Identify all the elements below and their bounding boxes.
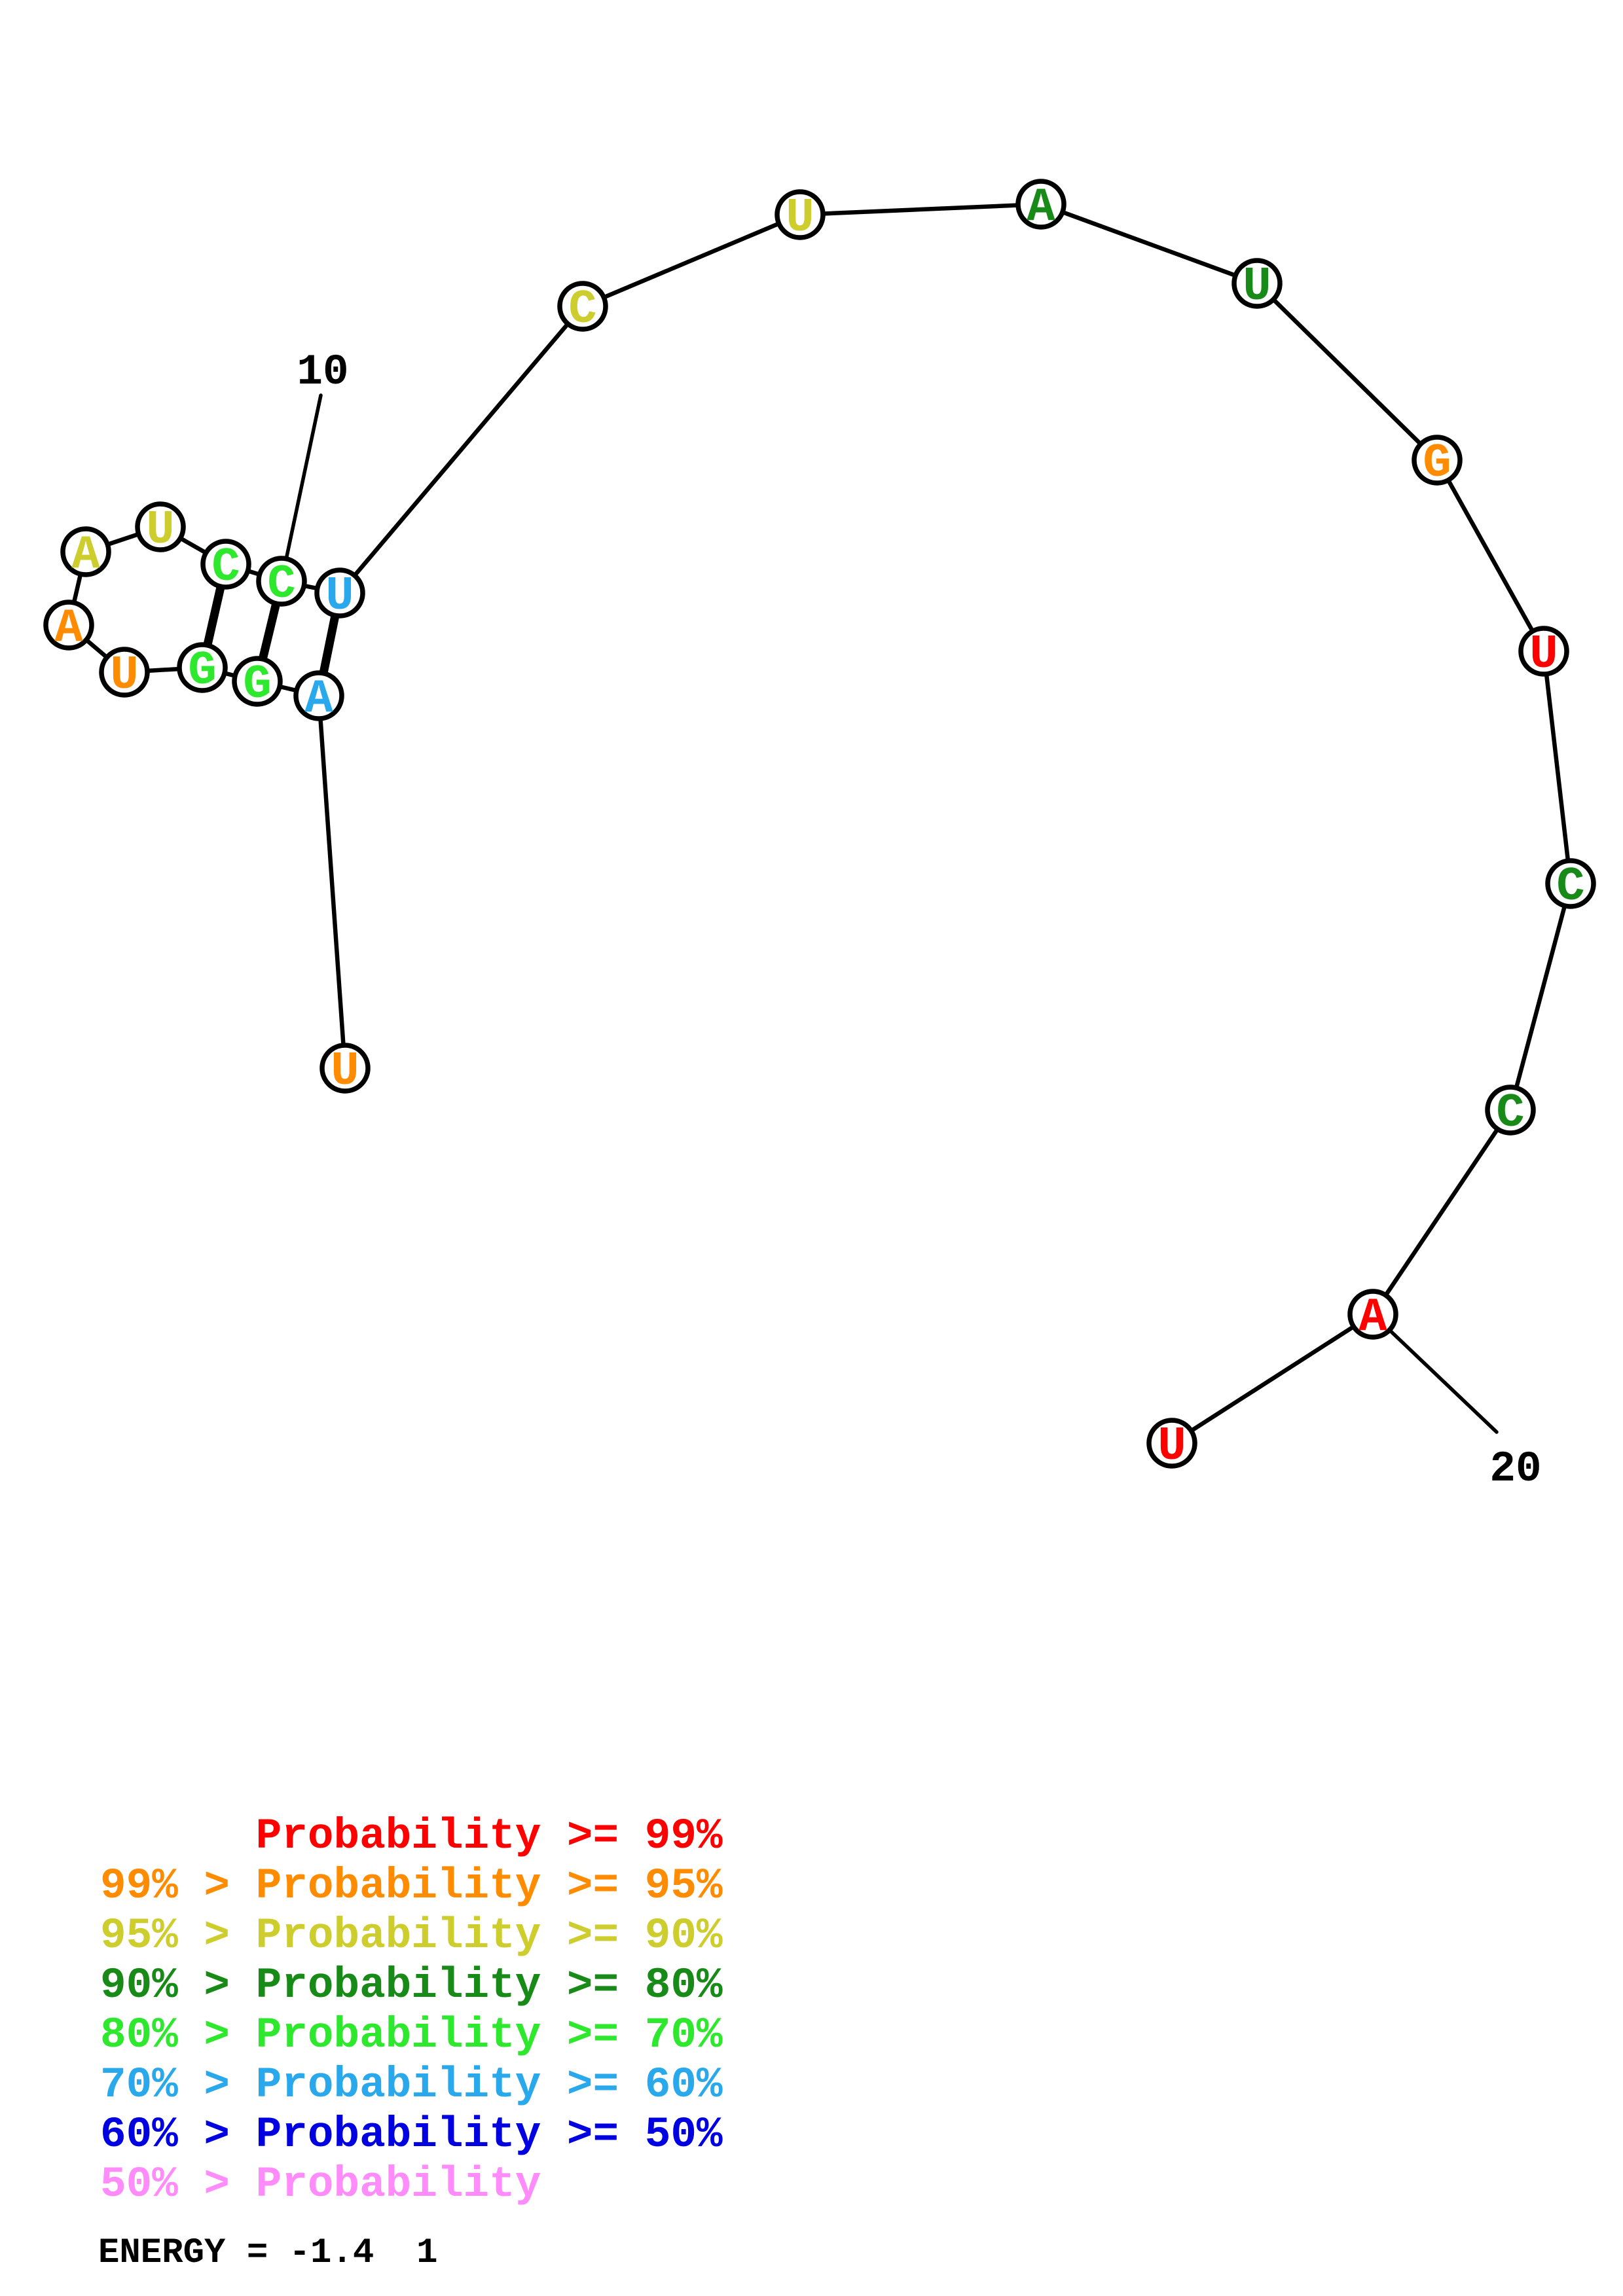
nucleotide-node: A (1347, 1289, 1398, 1344)
backbone-line (337, 304, 585, 596)
nucleotide-node: C (200, 539, 251, 594)
backbone-line (1508, 881, 1573, 1113)
probability-legend: Probability >= 99% 99% > Probability >= 9… (100, 1812, 723, 2210)
sequence-number-label: 10 (297, 348, 348, 397)
nucleotide-letter: C (211, 541, 240, 594)
nucleotide-circle (200, 539, 251, 590)
legend-row: 70% > Probability >= 60% (100, 2060, 723, 2109)
backbone-line (1434, 457, 1546, 654)
nucleotide-node: U (775, 189, 826, 245)
energy-label: ENERGY = -1.4 1 (98, 2233, 438, 2273)
nucleotide-circle (1347, 1289, 1398, 1340)
nucleotide-letter: G (188, 644, 216, 698)
nucleotide-node: U (319, 1043, 371, 1098)
nucleotide-circle (1412, 435, 1463, 486)
nucleotide-circle (775, 189, 826, 240)
backbone-line (1169, 1312, 1376, 1446)
legend-row: 50% > Probability (100, 2160, 541, 2209)
nucleotide-circle (314, 567, 365, 619)
nucleotide-letter: G (1423, 437, 1451, 490)
nucleotide-circle (319, 1043, 371, 1094)
sequence-number-label: 20 (1489, 1444, 1541, 1494)
backbone-line (316, 693, 348, 1071)
nucleotide-node: G (177, 642, 228, 698)
nucleotide-circle (256, 556, 307, 607)
nucleotide-circle (1231, 258, 1283, 309)
nucleotide-circle (557, 281, 608, 332)
nucleotide-letter: U (110, 649, 138, 702)
nucleotide-node: U (1231, 258, 1283, 314)
nucleotide-node: G (232, 656, 283, 711)
nucleotide-letter: A (1359, 1291, 1387, 1344)
nucleotide-node: U (1146, 1418, 1197, 1473)
nucleotide-node: U (314, 567, 365, 623)
nucleotide-circle (293, 670, 344, 721)
nucleotide-letter: G (243, 658, 271, 711)
legend-row: 60% > Probability >= 50% (100, 2110, 723, 2159)
number-pointers (280, 393, 1499, 1434)
nucleotide-letter: U (1158, 1420, 1186, 1473)
nucleotide-letter: C (568, 283, 596, 336)
nucleotide-circle (1015, 179, 1067, 230)
nucleotide-circle (43, 600, 94, 651)
backbone-line (1370, 1107, 1513, 1317)
nucleotide-node: A (60, 526, 111, 582)
legend-row: 95% > Probability >= 90% (100, 1911, 723, 1960)
nucleotide-node: C (1485, 1085, 1536, 1140)
nucleotide-circle (1485, 1085, 1536, 1136)
nucleotide-circle (232, 656, 283, 707)
nucleotide-letter: U (1529, 628, 1558, 681)
nucleotide-letter: U (786, 191, 814, 245)
nucleotide-letter: C (1556, 860, 1584, 914)
nucleotide-circle (1518, 626, 1569, 677)
nucleotide-circle (135, 501, 186, 552)
backbone-line (1254, 281, 1440, 463)
legend-row: 90% > Probability >= 80% (100, 1961, 723, 2010)
nucleotide-letter: A (71, 528, 100, 582)
number-pointer-line (280, 393, 323, 583)
nucleotide-circle (60, 526, 111, 577)
backbone-line (580, 212, 803, 309)
backbone-line (1541, 649, 1573, 886)
backbone-edges (66, 202, 1573, 1446)
backbone-line (1038, 202, 1260, 286)
nucleotide-letter: C (267, 558, 295, 611)
nucleotide-node: U (99, 647, 150, 702)
nucleotide-node: U (135, 501, 186, 557)
nucleotide-node: G (1412, 435, 1463, 490)
nucleotide-letter: A (54, 601, 83, 655)
legend-row: 80% > Probability >= 70% (100, 2011, 723, 2060)
nucleotide-node: A (43, 600, 94, 655)
nucleotide-letter: U (331, 1045, 359, 1098)
nucleotide-letter: A (304, 672, 333, 726)
nucleotide-letter: A (1027, 181, 1055, 234)
nucleotide-node: C (256, 556, 307, 611)
nucleotide-circle (1545, 858, 1596, 909)
backbone-line (797, 202, 1044, 217)
nucleotide-node: U (1518, 626, 1569, 681)
nucleotide-node: C (1545, 858, 1596, 914)
nucleotide-circle (1146, 1418, 1197, 1469)
nucleotide-circle (177, 642, 228, 693)
nucleotide-letter: U (1243, 260, 1271, 314)
nucleotide-letter: U (325, 569, 354, 623)
nucleotide-node: A (1015, 179, 1067, 234)
nucleotide-letter: U (146, 503, 174, 557)
legend-row: 99% > Probability >= 95% (100, 1861, 723, 1910)
nucleotide-letter: C (1496, 1086, 1524, 1140)
nucleotide-node: A (293, 670, 344, 726)
legend-row: Probability >= 99% (100, 1812, 723, 1861)
nucleotide-circle (99, 647, 150, 698)
nucleotide-node: C (557, 281, 608, 336)
number-pointer-line (1371, 1312, 1499, 1434)
